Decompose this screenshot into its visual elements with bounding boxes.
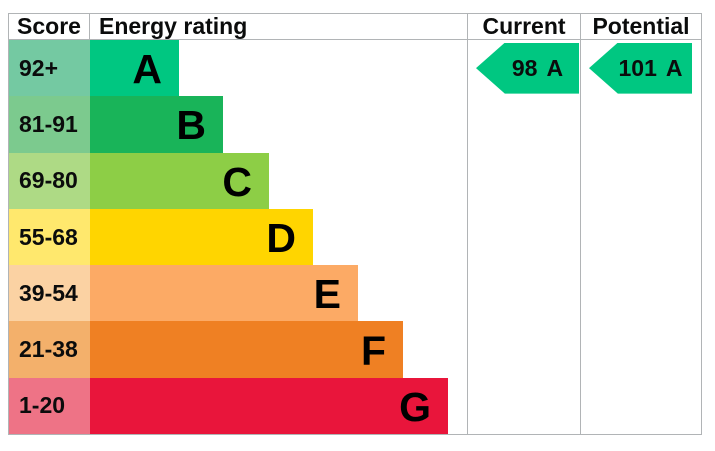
rating-cell-e: E bbox=[90, 265, 468, 322]
score-range-d: 55-68 bbox=[9, 208, 90, 266]
current-cell-c bbox=[468, 152, 581, 209]
potential-rating-arrow: 101 A bbox=[589, 42, 692, 94]
rating-cell-f: F bbox=[90, 321, 468, 378]
potential-cell-d bbox=[581, 209, 701, 265]
current-rating-value: 98 bbox=[511, 54, 538, 81]
rating-cell-d: D bbox=[90, 208, 468, 266]
band-bar-c: C bbox=[90, 152, 269, 209]
epc-table: Score Energy rating Current Potential 92… bbox=[8, 13, 702, 436]
potential-cell-a: 101 A bbox=[581, 40, 701, 96]
band-letter-e: E bbox=[313, 271, 341, 318]
score-range-e: 39-54 bbox=[9, 265, 90, 322]
current-cell-e bbox=[468, 265, 581, 322]
band-bar-f: F bbox=[90, 321, 403, 378]
potential-rating-value: 101 bbox=[618, 54, 657, 81]
score-range-g: 1-20 bbox=[9, 377, 90, 435]
potential-cell-g bbox=[581, 378, 701, 434]
band-letter-d: D bbox=[266, 215, 296, 262]
band-bar-b: B bbox=[90, 96, 223, 153]
current-cell-g bbox=[468, 377, 581, 435]
potential-rating-letter: A bbox=[665, 54, 683, 81]
band-bar-g: G bbox=[90, 377, 448, 435]
current-cell-f bbox=[468, 321, 581, 378]
band-bar-e: E bbox=[90, 265, 358, 322]
current-cell-d bbox=[468, 208, 581, 266]
score-column-header: Score bbox=[9, 13, 90, 40]
rating-cell-c: C bbox=[90, 152, 468, 209]
band-letter-f: F bbox=[360, 327, 386, 374]
band-letter-c: C bbox=[222, 158, 252, 205]
band-bar-d: D bbox=[90, 208, 313, 266]
score-range-c: 69-80 bbox=[9, 152, 90, 209]
score-range-a: 92+ bbox=[9, 40, 90, 97]
energy-rating-column-header: Energy rating bbox=[90, 13, 468, 40]
current-cell-a: 98 A bbox=[468, 40, 581, 97]
current-rating-arrow: 98 A bbox=[476, 42, 579, 94]
potential-column-header: Potential bbox=[581, 13, 701, 40]
rating-cell-b: B bbox=[90, 96, 468, 153]
current-rating-letter: A bbox=[546, 54, 564, 81]
potential-cell-b bbox=[581, 96, 701, 152]
score-range-f: 21-38 bbox=[9, 321, 90, 378]
potential-cell-c bbox=[581, 153, 701, 209]
band-letter-a: A bbox=[132, 46, 162, 93]
potential-cell-f bbox=[581, 321, 701, 377]
potential-cell-e bbox=[581, 265, 701, 321]
rating-cell-g: G bbox=[90, 377, 468, 435]
band-bar-a: A bbox=[90, 40, 179, 97]
score-range-b: 81-91 bbox=[9, 96, 90, 153]
band-letter-g: G bbox=[399, 383, 431, 430]
current-column-header: Current bbox=[468, 13, 581, 40]
band-letter-b: B bbox=[176, 102, 206, 149]
current-cell-b bbox=[468, 96, 581, 153]
rating-cell-a: A bbox=[90, 40, 468, 97]
